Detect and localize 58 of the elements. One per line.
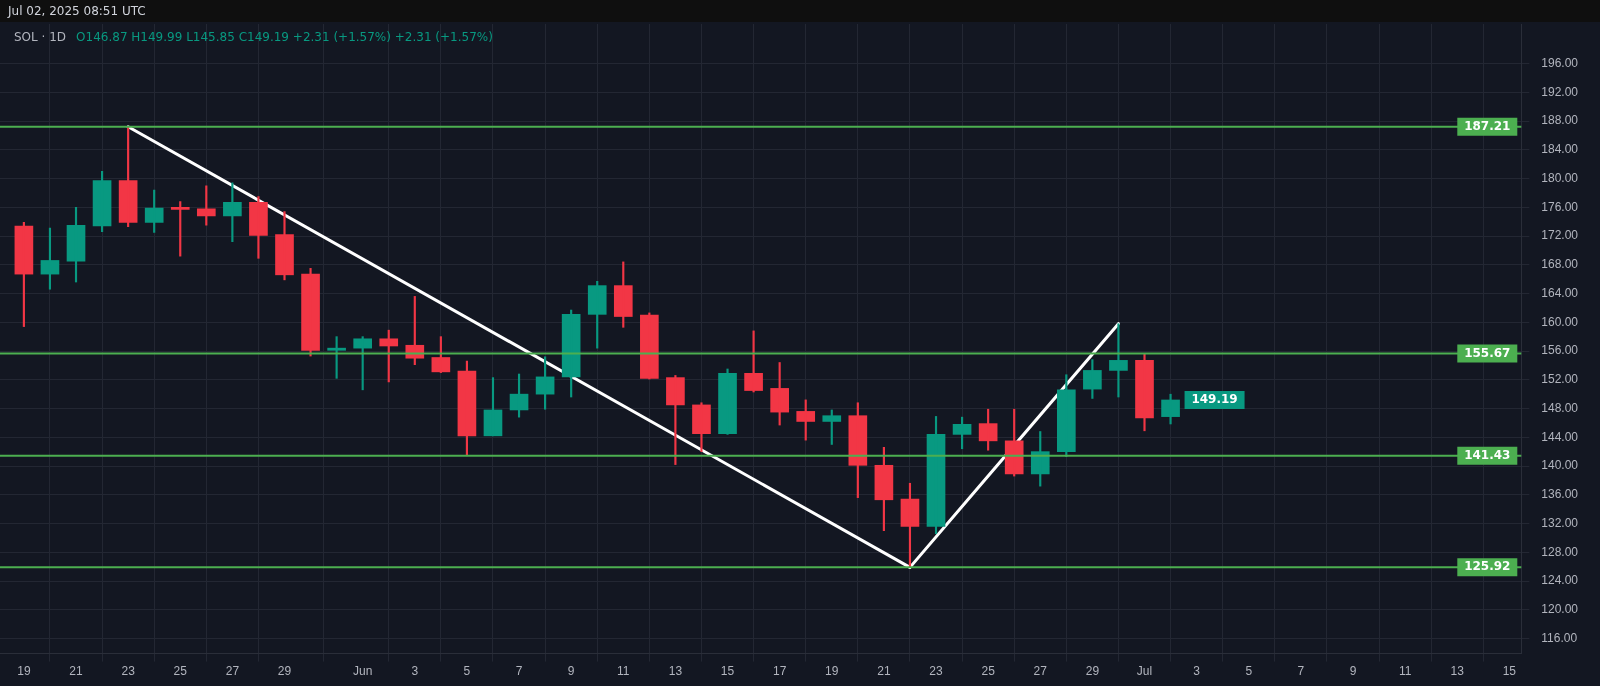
x-tick-label: Jun <box>353 664 373 679</box>
x-tick-label: 25 <box>173 664 188 679</box>
x-tick-label: Jul <box>1136 664 1153 679</box>
y-tick-label: 168.00 <box>1541 257 1579 272</box>
x-tick-label: 3 <box>411 664 419 679</box>
x-tick-label: 5 <box>1245 664 1253 679</box>
ref-line-label: 187.21 <box>1464 118 1511 133</box>
x-tick-label: 9 <box>1349 664 1357 679</box>
y-tick-label: 164.00 <box>1541 285 1579 300</box>
text: O146.87 H149.99 L145.85 C149.19 +2.31 (+1.57%) +2.31 (+1.57%) <box>76 30 493 44</box>
y-tick-label: 196.00 <box>1541 55 1579 70</box>
x-tick-label: 7 <box>515 664 523 679</box>
y-tick-label: 152.00 <box>1541 372 1579 387</box>
y-tick-label: 140.00 <box>1541 458 1579 473</box>
y-tick-label: 132.00 <box>1541 515 1579 530</box>
ref-line-label: 125.92 <box>1464 559 1511 574</box>
x-tick-label: 23 <box>929 664 944 679</box>
text: Jul 02, 2025 08:51 UTC <box>8 4 146 18</box>
y-tick-label: 116.00 <box>1541 630 1578 645</box>
y-tick-label: 136.00 <box>1541 487 1579 502</box>
y-tick-label: 156.00 <box>1541 343 1579 358</box>
y-tick-label: 172.00 <box>1541 228 1579 243</box>
y-tick-label: 120.00 <box>1541 602 1579 617</box>
y-tick-label: 180.00 <box>1541 170 1579 185</box>
x-tick-label: 5 <box>463 664 471 679</box>
x-tick-label: 19 <box>825 664 839 679</box>
x-tick-label: 7 <box>1297 664 1305 679</box>
x-tick-label: 3 <box>1193 664 1201 679</box>
ref-line-label: 141.43 <box>1464 447 1511 462</box>
x-tick-label: 15 <box>720 664 735 679</box>
x-tick-label: 17 <box>772 664 787 679</box>
ref-line-label: 155.67 <box>1464 345 1511 360</box>
x-tick-label: 21 <box>69 664 83 679</box>
y-tick-label: 160.00 <box>1541 314 1579 329</box>
x-tick-label: 13 <box>1450 664 1465 679</box>
x-tick-label: 29 <box>277 664 292 679</box>
y-tick-label: 144.00 <box>1541 429 1579 444</box>
x-tick-label: 25 <box>981 664 996 679</box>
y-tick-label: 124.00 <box>1541 573 1579 588</box>
annotation: 149.19 <box>1191 392 1238 407</box>
x-tick-label: 19 <box>17 664 31 679</box>
text: SOL · 1D <box>14 30 67 44</box>
x-tick-label: 29 <box>1085 664 1100 679</box>
x-tick-label: 27 <box>1033 664 1048 679</box>
x-tick-label: 9 <box>567 664 575 679</box>
x-tick-label: 23 <box>121 664 136 679</box>
y-tick-label: 128.00 <box>1541 544 1579 559</box>
x-tick-label: 13 <box>668 664 683 679</box>
x-tick-label: 15 <box>1502 664 1517 679</box>
x-tick-label: 11 <box>617 664 630 679</box>
x-tick-label: 21 <box>877 664 891 679</box>
y-tick-label: 192.00 <box>1541 84 1579 99</box>
y-tick-label: 176.00 <box>1541 199 1579 214</box>
x-tick-label: 11 <box>1398 664 1412 679</box>
y-tick-label: 188.00 <box>1541 113 1579 128</box>
y-tick-label: 148.00 <box>1541 400 1579 415</box>
y-tick-label: 184.00 <box>1541 142 1579 157</box>
x-tick-label: 27 <box>225 664 240 679</box>
